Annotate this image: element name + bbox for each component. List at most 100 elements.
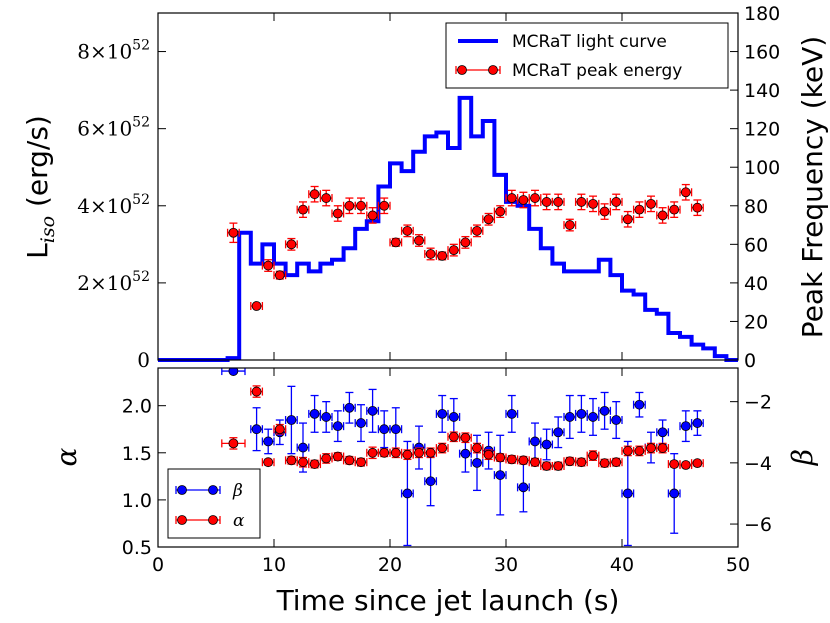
x-tick-label: 20 (378, 554, 402, 576)
beta-marker (553, 427, 564, 438)
peak-energy-marker (518, 195, 529, 205)
alpha-point (656, 442, 670, 454)
x-tick-label: 0 (152, 554, 164, 576)
beta-point (377, 410, 391, 449)
peak-energy-point (609, 193, 623, 211)
top-left-y-tick-label: 0 (137, 348, 150, 372)
light-curve-line (158, 95, 738, 362)
alpha-marker (472, 443, 482, 453)
peak-energy-marker (622, 214, 633, 225)
peak-energy-marker (680, 187, 691, 198)
peak-energy-point (447, 243, 461, 257)
beta-y-tick-label: −2 (744, 392, 772, 414)
alpha-marker (251, 386, 262, 397)
peak-energy-point (435, 250, 449, 261)
beta-point (400, 440, 414, 547)
alpha-point (540, 461, 554, 471)
top-left-y-tick-label: 4×1052 (77, 192, 150, 218)
alpha-marker (611, 457, 622, 468)
beta-marker (611, 415, 622, 425)
peak-energy-point (551, 193, 565, 211)
beta-marker (472, 457, 482, 468)
peak-energy-marker (576, 197, 587, 207)
peak-energy-point (389, 237, 403, 248)
legend-alpha-dot (208, 515, 218, 525)
peak-energy-marker (437, 250, 448, 261)
legend-peak-energy-marker (455, 65, 501, 75)
beta-point (679, 410, 693, 443)
legend-alpha-dot (177, 515, 187, 525)
beta-marker (622, 488, 633, 499)
beta-point (621, 440, 635, 547)
legend-beta-label: β (232, 481, 243, 501)
legend-beta-marker (175, 485, 221, 495)
x-tick-label: 30 (494, 554, 518, 576)
beta-point (493, 434, 507, 516)
top-panel: 0 2×1052 4×1052 6×1052 8×1052 0 20 40 60 80 100 120… (77, 3, 780, 372)
top-right-y-label: Peak Frequency (keV) (796, 36, 829, 338)
alpha-point (354, 457, 368, 468)
alpha-point (261, 457, 275, 468)
top-left-y-tick-label: 6×1052 (77, 115, 150, 141)
legend-beta-dot (208, 485, 218, 495)
beta-marker (669, 488, 680, 499)
alpha-point (389, 447, 403, 459)
beta-marker (657, 427, 668, 438)
peak-energy-marker (402, 225, 413, 236)
alpha-point (424, 447, 438, 459)
beta-marker (298, 442, 308, 453)
legend-alpha-marker (175, 515, 221, 525)
alpha-marker (518, 455, 529, 466)
legend-peak-energy-dot (457, 65, 467, 75)
beta-marker (588, 412, 598, 422)
top-right-y-tick-label: 0 (744, 350, 756, 372)
beta-marker (286, 415, 297, 425)
alpha-marker (448, 431, 459, 442)
alpha-axis-label: α (50, 447, 83, 466)
alpha-point (621, 445, 635, 457)
alpha-marker (367, 447, 378, 458)
peak-energy-point (250, 301, 264, 311)
alpha-point (470, 442, 484, 454)
legend-peak-energy-label: MCRaT peak energy (512, 61, 682, 81)
alpha-marker (263, 457, 274, 468)
beta-marker (402, 488, 413, 499)
alpha-point (319, 453, 333, 464)
peak-energy-point (644, 195, 658, 213)
beta-point (342, 391, 356, 424)
peak-energy-point (424, 247, 438, 261)
beta-y-tick-label: −6 (744, 514, 772, 536)
alpha-point (308, 459, 322, 469)
peak-energy-point (493, 205, 507, 218)
beta-marker (680, 421, 691, 432)
beta-point (656, 419, 670, 446)
alpha-marker (530, 457, 540, 468)
beta-marker (634, 399, 645, 410)
peak-energy-marker (472, 225, 482, 236)
peak-energy-point (690, 199, 704, 217)
peak-energy-point (400, 224, 414, 238)
top-right-y-tick-label: 100 (744, 157, 780, 179)
beta-marker (309, 408, 320, 419)
alpha-point (667, 459, 681, 469)
beta-point (574, 394, 588, 433)
alpha-point (273, 423, 287, 435)
beta-point (447, 397, 461, 436)
peak-energy-point (632, 201, 646, 218)
peak-energy-marker (298, 204, 308, 215)
alpha-marker (669, 459, 680, 469)
beta-marker (332, 421, 343, 432)
beta-marker (692, 418, 703, 428)
beta-point (598, 391, 612, 430)
peak-energy-marker (669, 204, 680, 215)
peak-energy-point (354, 197, 368, 215)
beta-point (586, 397, 600, 436)
beta-marker (541, 439, 552, 450)
beta-point (690, 410, 704, 436)
alpha-point (563, 456, 577, 467)
alpha-marker (228, 438, 239, 449)
peak-energy-marker (286, 239, 297, 250)
alpha-marker (309, 459, 320, 469)
peak-energy-point (667, 201, 681, 218)
